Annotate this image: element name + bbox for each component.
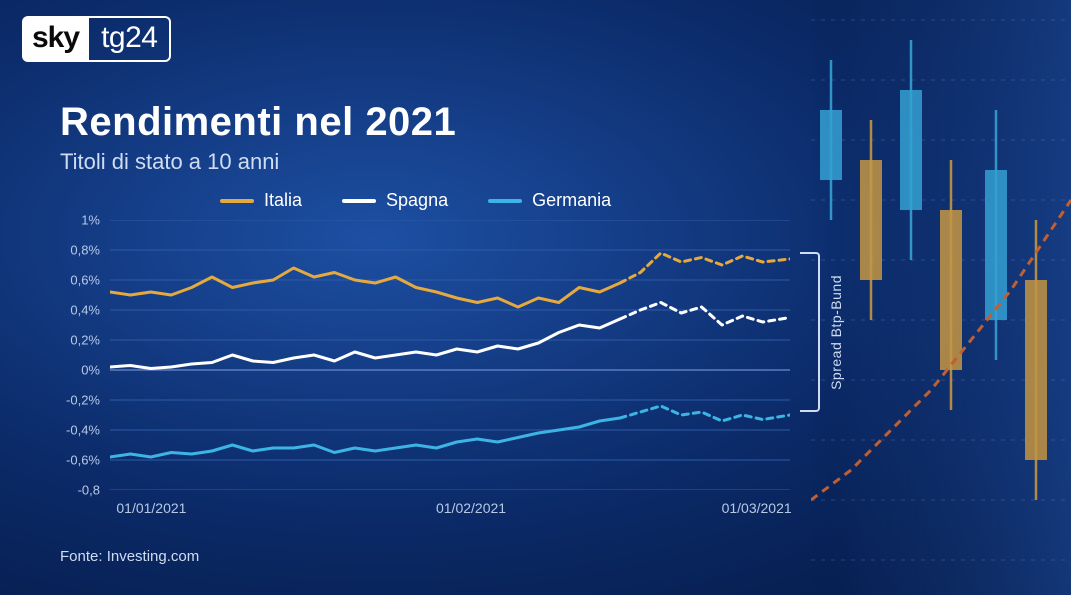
legend-item: Germania	[488, 190, 611, 211]
x-axis: 01/01/2021 01/02/2021 01/03/2021	[110, 500, 790, 520]
y-tick-label: -0,6%	[66, 453, 100, 468]
x-tick-label: 01/01/2021	[116, 500, 186, 516]
legend-swatch	[342, 199, 376, 203]
series-line-dashed	[620, 303, 790, 326]
y-tick-label: -0,8	[78, 483, 100, 498]
chart-title: Rendimenti nel 2021	[60, 100, 456, 145]
legend-label: Germania	[532, 190, 611, 211]
source-text: Fonte: Investing.com	[60, 548, 199, 565]
chart: 1%0,8%0,6%0,4%0,2%0%-0,2%-0,4%-0,6%-0,8 …	[58, 220, 798, 520]
logo: sky tg24	[22, 16, 171, 62]
series-line	[110, 418, 620, 457]
legend-label: Italia	[264, 190, 302, 211]
y-tick-label: 0%	[81, 363, 100, 378]
logo-tg24: tg24	[89, 16, 171, 62]
logo-sky: sky	[22, 16, 89, 62]
stage: sky tg24 Rendimenti nel 2021 Titoli di s…	[0, 0, 1071, 595]
series-line	[110, 268, 620, 307]
spread-label: Spread Btp-Bund	[828, 252, 844, 412]
y-tick-label: -0,2%	[66, 393, 100, 408]
deco-candlestick-panel	[811, 0, 1071, 595]
y-tick-label: 0,8%	[70, 243, 100, 258]
spread-bracket	[800, 252, 820, 412]
y-tick-label: 0,4%	[70, 303, 100, 318]
spread-label-text: Spread Btp-Bund	[828, 275, 844, 390]
series-line-dashed	[620, 406, 790, 421]
legend-item: Spagna	[342, 190, 448, 211]
x-tick-label: 01/03/2021	[722, 500, 792, 516]
series-line-dashed	[620, 253, 790, 283]
series-line	[110, 319, 620, 369]
legend-label: Spagna	[386, 190, 448, 211]
y-tick-label: -0,4%	[66, 423, 100, 438]
y-axis: 1%0,8%0,6%0,4%0,2%0%-0,2%-0,4%-0,6%-0,8	[58, 220, 106, 520]
plot-area	[110, 220, 790, 490]
y-tick-label: 1%	[81, 213, 100, 228]
y-tick-label: 0,2%	[70, 333, 100, 348]
legend-swatch	[488, 199, 522, 203]
x-tick-label: 01/02/2021	[436, 500, 506, 516]
legend: Italia Spagna Germania	[220, 190, 611, 211]
legend-item: Italia	[220, 190, 302, 211]
title-block: Rendimenti nel 2021 Titoli di stato a 10…	[60, 100, 456, 175]
chart-subtitle: Titoli di stato a 10 anni	[60, 149, 456, 175]
legend-swatch	[220, 199, 254, 203]
y-tick-label: 0,6%	[70, 273, 100, 288]
